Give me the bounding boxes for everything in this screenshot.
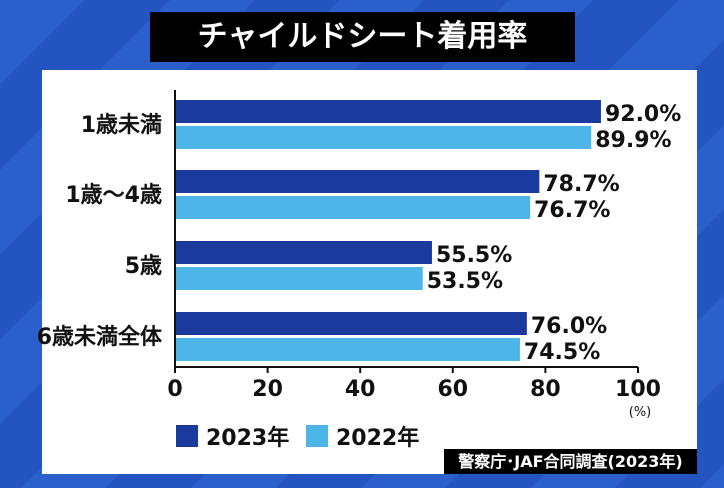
legend-item-2022: 2022年 bbox=[306, 420, 419, 452]
category-label: 6歳未満全体 bbox=[37, 324, 163, 350]
data-label: 53.5% bbox=[427, 269, 503, 294]
source-label: 警察庁･JAF合同調査(2023年) bbox=[444, 449, 697, 474]
category-label: 1歳未満 bbox=[81, 112, 162, 138]
legend-label-2022: 2022年 bbox=[336, 426, 420, 451]
data-label: 74.5% bbox=[524, 340, 600, 365]
bar-2023 bbox=[175, 170, 540, 193]
chart-title: チャイルドシート着用率 bbox=[150, 12, 575, 62]
bar-2022 bbox=[175, 196, 531, 219]
legend-item-2023: 2023年 bbox=[176, 420, 289, 452]
bar-2022 bbox=[175, 126, 592, 149]
data-label: 76.0% bbox=[531, 314, 607, 339]
data-label: 55.5% bbox=[436, 243, 512, 268]
data-label: 89.9% bbox=[595, 128, 671, 153]
bar-2023 bbox=[175, 241, 432, 264]
legend-swatch-2023 bbox=[176, 425, 198, 447]
x-tick-label: 40 bbox=[345, 377, 376, 402]
x-tick-label: 0 bbox=[167, 377, 182, 402]
x-tick-label: 20 bbox=[252, 377, 283, 402]
legend-label-2023: 2023年 bbox=[206, 426, 290, 451]
bar-2023 bbox=[175, 312, 527, 335]
bar-2022 bbox=[175, 338, 520, 361]
legend-swatch-2022 bbox=[306, 425, 328, 447]
bar-2023 bbox=[175, 100, 601, 123]
data-label: 76.7% bbox=[534, 198, 610, 223]
x-tick-label: 60 bbox=[437, 377, 468, 402]
x-unit-label: (%) bbox=[629, 405, 652, 420]
data-label: 78.7% bbox=[543, 172, 619, 197]
category-label: 1歳～4歳 bbox=[65, 183, 162, 208]
x-tick-label: 100 bbox=[615, 377, 661, 402]
x-tick-label: 80 bbox=[530, 377, 561, 402]
bar-2022 bbox=[175, 267, 423, 290]
data-label: 92.0% bbox=[605, 102, 681, 127]
category-label: 5歳 bbox=[125, 254, 162, 279]
